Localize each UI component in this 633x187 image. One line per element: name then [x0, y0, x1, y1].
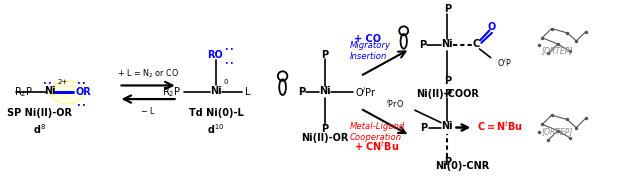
- Text: L: L: [245, 87, 250, 97]
- Text: P: P: [444, 4, 451, 14]
- Text: $\mathbf{\cdot\cdot}$: $\mathbf{\cdot\cdot}$: [224, 43, 234, 52]
- Text: Ni: Ni: [441, 121, 453, 131]
- Text: $\mathbf{\cdot\cdot}$: $\mathbf{\cdot\cdot}$: [77, 76, 87, 86]
- Text: + CO: + CO: [354, 34, 381, 44]
- Text: P: P: [298, 87, 304, 97]
- Text: [ORTEP]: [ORTEP]: [542, 127, 573, 136]
- Text: Ni: Ni: [44, 86, 56, 96]
- Text: $\mathbf{\cdot\cdot}$: $\mathbf{\cdot\cdot}$: [77, 98, 87, 108]
- Text: R$_2$P: R$_2$P: [14, 85, 34, 99]
- Text: Ni(II)-OR: Ni(II)-OR: [301, 133, 349, 143]
- Text: Td Ni(0)-L: Td Ni(0)-L: [189, 108, 244, 118]
- Text: Migratory
Insertion: Migratory Insertion: [349, 41, 391, 62]
- Text: $-$ L: $-$ L: [141, 105, 156, 116]
- Text: 2+: 2+: [57, 79, 67, 85]
- Text: Metal-Ligand
Cooperation: Metal-Ligand Cooperation: [349, 122, 405, 142]
- Text: [ORTEP]: [ORTEP]: [542, 46, 573, 55]
- Text: O: O: [488, 22, 496, 32]
- Text: C: C: [472, 39, 479, 49]
- Text: + CN$^t$Bu: + CN$^t$Bu: [354, 139, 399, 153]
- Text: Ni(II)-COOR: Ni(II)-COOR: [416, 88, 479, 99]
- Text: $\mathbf{\cdot\cdot}$: $\mathbf{\cdot\cdot}$: [42, 76, 53, 86]
- Text: P: P: [419, 40, 426, 50]
- Text: Ni: Ni: [319, 86, 330, 96]
- Text: R$_2$P: R$_2$P: [162, 85, 181, 99]
- Text: OR: OR: [76, 87, 92, 97]
- Ellipse shape: [50, 81, 84, 104]
- Text: $\mathbf{\cdot\cdot}$: $\mathbf{\cdot\cdot}$: [224, 57, 234, 66]
- Text: P: P: [444, 76, 451, 86]
- Text: P: P: [322, 124, 329, 134]
- Text: Ni: Ni: [441, 39, 453, 49]
- Text: P: P: [322, 50, 329, 60]
- Text: d$^8$: d$^8$: [32, 122, 46, 136]
- Text: SP Ni(II)-OR: SP Ni(II)-OR: [6, 108, 72, 118]
- Text: C$\equiv$N$^t$Bu: C$\equiv$N$^t$Bu: [477, 119, 523, 133]
- Text: P: P: [444, 88, 451, 99]
- Text: P: P: [444, 157, 451, 167]
- Text: Ni(0)-CNR: Ni(0)-CNR: [436, 161, 490, 171]
- Text: d$^{10}$: d$^{10}$: [208, 122, 225, 136]
- Text: Ni: Ni: [210, 86, 222, 96]
- Text: P: P: [420, 122, 427, 133]
- Text: RO: RO: [207, 50, 223, 60]
- Text: $^i$PrO: $^i$PrO: [386, 98, 404, 110]
- Text: O$^i$P: O$^i$P: [497, 56, 511, 69]
- Text: + L = N$_2$ or CO: + L = N$_2$ or CO: [117, 68, 179, 80]
- Text: 0: 0: [223, 79, 228, 85]
- Text: O$^i$Pr: O$^i$Pr: [354, 85, 377, 99]
